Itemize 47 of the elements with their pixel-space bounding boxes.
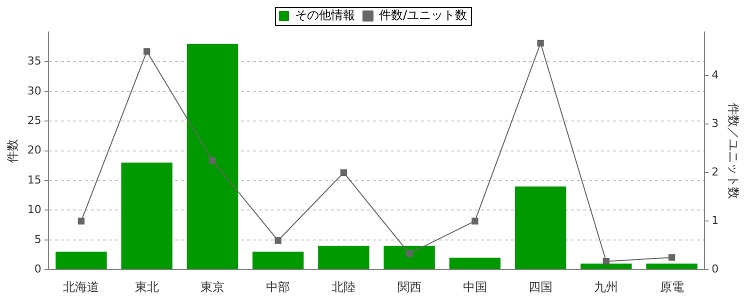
y2-axis-title: 件数／ユニット数: [726, 102, 741, 199]
x-tick-label: 四国: [528, 280, 553, 294]
y-tick-label: 20: [27, 144, 42, 157]
y2-tick-label: 2: [712, 165, 719, 178]
bar: [384, 246, 435, 270]
x-tick-label: 中部: [266, 280, 290, 294]
legend-label: 件数/ユニット数: [378, 8, 468, 22]
y2-tick-label: 4: [712, 68, 719, 82]
x-tick-label: 九州: [594, 280, 618, 294]
bar: [514, 186, 566, 270]
point: [602, 258, 610, 265]
point: [209, 157, 216, 164]
y-tick-label: 25: [27, 114, 42, 127]
x-tick-label: 東京: [200, 280, 224, 294]
point: [406, 250, 413, 257]
x-tick-label: 東北: [134, 280, 159, 294]
point: [78, 218, 85, 224]
y-tick-label: 5: [34, 232, 42, 246]
point: [537, 40, 544, 46]
bar: [186, 44, 238, 270]
y-tick-label: 0: [34, 262, 42, 276]
legend-label: その他情報: [294, 8, 355, 22]
bar: [56, 252, 107, 270]
y-tick-label: 30: [27, 84, 42, 98]
bar: [121, 162, 172, 270]
bar: [449, 258, 501, 270]
bar: [646, 264, 698, 270]
y-tick-label: 15: [27, 173, 42, 186]
y2-tick-label: 0: [712, 262, 719, 276]
y2-tick-label: 3: [712, 116, 719, 130]
point: [274, 237, 282, 244]
y-axis-title: 件数: [5, 138, 20, 163]
bar: [580, 264, 632, 270]
x-tick-label: 北海道: [63, 280, 100, 294]
x-tick-label: 中国: [462, 280, 487, 294]
point: [472, 218, 478, 224]
x-tick-label: 原電: [660, 280, 684, 294]
point: [340, 169, 348, 176]
bar: [252, 252, 304, 270]
x-tick-label: 北陸: [332, 280, 356, 294]
point: [144, 48, 150, 55]
bar: [318, 246, 370, 270]
y-tick-label: 35: [27, 54, 42, 68]
y2-tick-label: 1: [712, 214, 719, 227]
y-tick-label: 10: [27, 203, 42, 216]
x-tick-label: 関西: [397, 280, 422, 294]
point: [668, 254, 676, 261]
